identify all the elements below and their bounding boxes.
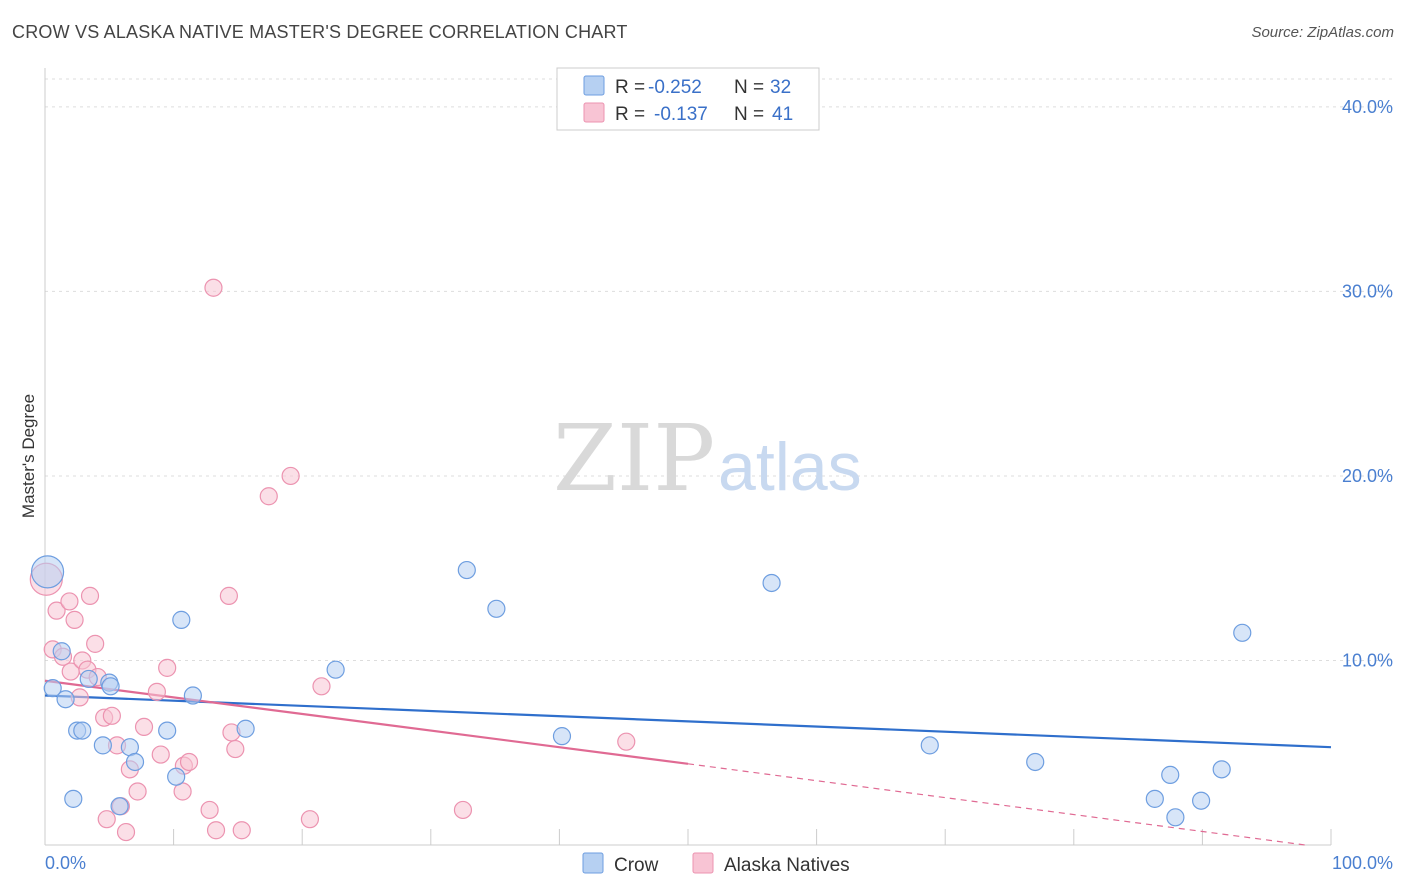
alaska-point-10 [80,586,100,605]
legend-r-label-alaska: R = [615,104,645,125]
alaska-point-33 [226,739,245,759]
alaska-point-24 [158,658,177,677]
crow-point-30 [1212,760,1231,779]
legend-swatch-alaska [583,102,605,123]
x-tick-label-min: 0.0% [45,853,86,873]
alaska-point-21 [134,717,154,737]
crow-point-6 [73,721,92,740]
crow-point-16 [172,610,191,629]
y-axis-label: Master's Degree [19,394,38,518]
crow-point-10 [101,677,120,696]
alaska-point-20 [128,782,147,801]
y-tick-label-30: 30.0% [1342,281,1393,301]
correlation-legend: R = -0.252 N = 32 R = -0.137 N = 41 [556,67,820,131]
axes: 10.0% 20.0% 30.0% 40.0% 0.0% 100.0% [44,68,1393,873]
legend-n-value-alaska: 41 [772,104,793,125]
crow-point-26 [1145,789,1164,808]
alaska-point-31 [219,586,238,605]
alaska-point-28 [200,800,219,820]
crow-point-0 [30,555,65,589]
crow-point-14 [158,721,177,740]
alaska-point-36 [281,466,300,486]
alaska-point-2 [47,601,66,620]
alaska-point-29 [204,278,223,297]
grid-lines [45,78,1395,661]
y-tick-label-10: 10.0% [1342,650,1393,670]
bottom-legend-label-alaska: Alaska Natives [724,855,850,876]
crow-point-11 [110,797,129,816]
watermark-atlas: atlas [718,429,862,505]
crow-point-2 [52,642,71,661]
crow-point-15 [167,767,186,786]
bottom-legend-swatch-crow [582,852,604,874]
crow-point-21 [487,599,506,618]
source-credit: Source: ZipAtlas.com [1251,24,1394,41]
legend-r-label-crow: R = [615,77,645,98]
watermark-zip: ZIP [553,405,715,512]
x-tick-label-max: 100.0% [1332,853,1393,873]
alaska-point-6 [65,610,84,629]
bottom-legend-swatch-alaska [692,852,714,874]
crow-point-4 [64,789,83,808]
crow-point-7 [79,669,98,689]
alaska-point-27 [179,752,199,772]
alaska-point-4 [60,592,79,611]
alaska-point-23 [151,745,170,764]
y-tick-label-40: 40.0% [1342,97,1393,117]
crow-point-18 [236,719,255,738]
alaska-point-38 [312,677,331,696]
crow-point-29 [1192,791,1211,810]
crow-point-23 [762,573,781,593]
trend-line-alaska-extension [687,763,1306,846]
crow-point-1 [43,679,62,698]
alaska-point-18 [116,822,136,842]
trend-line-crow [44,694,1332,749]
trend-lines [44,679,1332,846]
crow-point-24 [920,736,939,755]
crow-point-28 [1166,808,1185,827]
crow-point-27 [1161,765,1180,784]
chart-title: CROW VS ALASKA NATIVE MASTER'S DEGREE CO… [12,22,628,42]
crow-point-8 [93,736,112,755]
alaska-point-15 [102,706,121,725]
y-tick-label-20: 20.0% [1342,466,1393,486]
legend-n-label-crow: N = [734,77,764,98]
alaska-point-22 [147,682,166,701]
crow-point-25 [1026,752,1045,772]
bottom-legend-label-crow: Crow [614,855,659,876]
crow-point-13 [125,752,145,772]
legend-r-value-alaska: -0.137 [654,104,708,125]
legend-r-value-crow: -0.252 [648,77,702,98]
crow-point-20 [457,560,476,580]
alaska-point-39 [453,800,473,820]
legend-n-label-alaska: N = [734,104,764,125]
series-legend: Crow Alaska Natives [582,852,850,876]
legend-n-value-crow: 32 [770,77,791,98]
alaska-point-37 [300,810,320,829]
crow-point-22 [552,727,572,746]
crow-point-31 [1233,623,1252,642]
legend-swatch-crow [583,75,605,96]
watermark: ZIP atlas [553,405,862,512]
alaska-point-30 [206,821,226,840]
alaska-point-14 [97,810,116,829]
data-points [29,278,1252,842]
crow-point-17 [183,686,202,705]
crow-point-3 [56,690,75,709]
alaska-point-34 [232,821,251,840]
alaska-point-35 [259,487,278,506]
alaska-point-11 [86,634,105,653]
alaska-point-40 [617,732,636,751]
crow-point-19 [326,660,345,679]
